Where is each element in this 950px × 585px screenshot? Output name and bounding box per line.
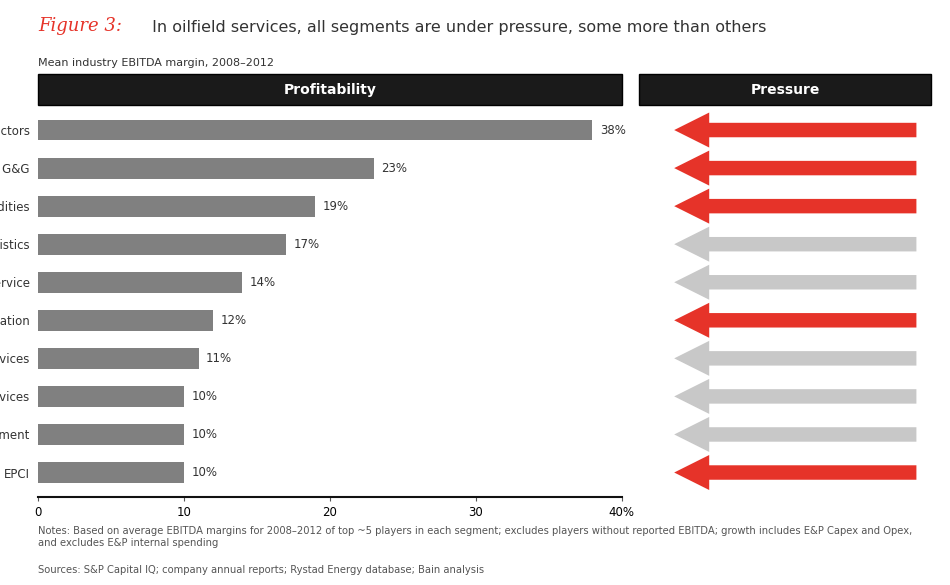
Text: Sources: S&P Capital IQ; company annual reports; Rystad Energy database; Bain an: Sources: S&P Capital IQ; company annual … <box>38 565 484 574</box>
Text: Mean industry EBITDA margin, 2008–2012: Mean industry EBITDA margin, 2008–2012 <box>38 58 274 68</box>
Polygon shape <box>674 303 917 338</box>
Text: 11%: 11% <box>206 352 232 365</box>
Text: 14%: 14% <box>250 276 276 289</box>
Bar <box>38 157 373 178</box>
Polygon shape <box>674 379 917 414</box>
Bar <box>38 234 286 254</box>
Polygon shape <box>674 341 917 376</box>
Polygon shape <box>674 188 917 223</box>
Text: 38%: 38% <box>599 123 626 136</box>
Text: Profitability: Profitability <box>283 82 376 97</box>
Text: 12%: 12% <box>220 314 246 327</box>
Text: 10%: 10% <box>191 428 218 441</box>
Text: In oilfield services, all segments are under pressure, some more than others: In oilfield services, all segments are u… <box>147 20 767 35</box>
Text: 10%: 10% <box>191 390 218 403</box>
Text: 17%: 17% <box>294 238 319 251</box>
Text: 23%: 23% <box>381 161 407 174</box>
Polygon shape <box>674 112 917 147</box>
Bar <box>38 310 213 331</box>
Text: 10%: 10% <box>191 466 218 479</box>
Text: Figure 3:: Figure 3: <box>38 17 122 35</box>
Bar <box>38 272 242 292</box>
Bar <box>38 195 315 216</box>
Bar <box>38 119 593 140</box>
Text: 19%: 19% <box>323 199 349 212</box>
Polygon shape <box>674 227 917 261</box>
Text: Pressure: Pressure <box>750 82 820 97</box>
Bar <box>38 386 184 407</box>
Bar <box>38 424 184 445</box>
Polygon shape <box>674 265 917 300</box>
FancyBboxPatch shape <box>38 74 621 105</box>
Bar <box>38 348 199 369</box>
Bar <box>38 462 184 483</box>
Polygon shape <box>674 417 917 452</box>
Text: Notes: Based on average EBITDA margins for 2008–2012 of top ~5 players in each s: Notes: Based on average EBITDA margins f… <box>38 526 912 548</box>
FancyBboxPatch shape <box>639 74 931 105</box>
Polygon shape <box>674 455 917 490</box>
Polygon shape <box>674 150 917 185</box>
